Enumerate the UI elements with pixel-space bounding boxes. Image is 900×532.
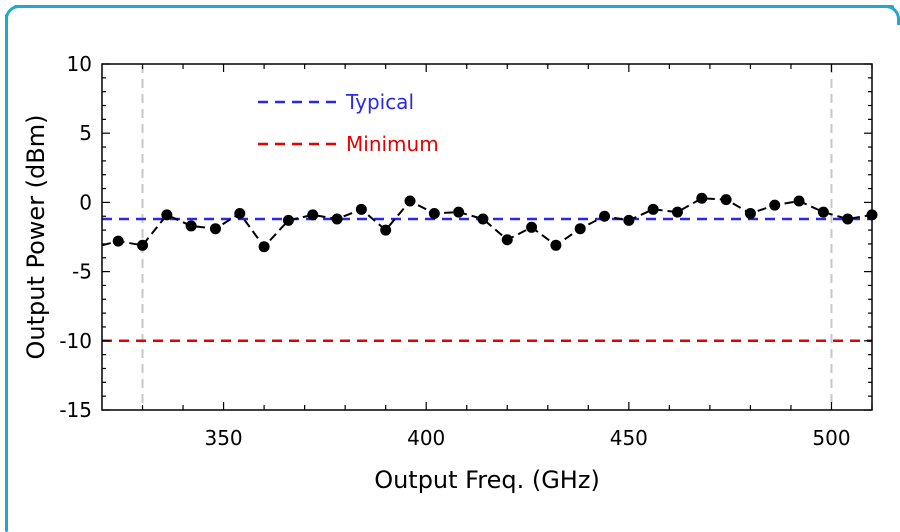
series-line bbox=[101, 197, 873, 249]
data-point-408 bbox=[453, 206, 465, 218]
x-tick-label-450: 450 bbox=[610, 426, 648, 450]
data-point-324 bbox=[112, 235, 124, 247]
data-point-402 bbox=[428, 207, 440, 219]
data-point-384 bbox=[355, 203, 367, 215]
y-tick-label-0: 0 bbox=[79, 190, 92, 214]
data-point-480 bbox=[744, 207, 756, 219]
data-point-456 bbox=[647, 203, 659, 215]
reference-lines bbox=[102, 217, 872, 343]
ticks: 350 400 450 500 -15 -10 -5 0 5 10 bbox=[59, 52, 873, 450]
x-axis-title: Output Freq. (GHz) bbox=[374, 466, 600, 494]
data-point-336 bbox=[161, 209, 173, 221]
data-point-462 bbox=[671, 206, 683, 218]
data-point-486 bbox=[769, 199, 781, 211]
x-tick-label-400: 400 bbox=[407, 426, 445, 450]
legend-label-minimum: Minimum bbox=[346, 132, 439, 156]
plot-area bbox=[101, 63, 873, 411]
data-point-504 bbox=[842, 213, 854, 225]
data-series bbox=[101, 192, 878, 253]
data-point-396 bbox=[404, 195, 416, 207]
y-axis-title: Output Power (dBm) bbox=[22, 115, 50, 360]
data-point-468 bbox=[696, 192, 708, 204]
data-point-414 bbox=[477, 213, 489, 225]
data-point-372 bbox=[307, 209, 319, 221]
data-point-390 bbox=[380, 224, 392, 236]
x-tick-label-500: 500 bbox=[812, 426, 850, 450]
y-tick-label-5: 5 bbox=[79, 121, 92, 145]
data-point-432 bbox=[550, 239, 562, 251]
frame-edge-left bbox=[5, 14, 8, 532]
y-tick-label--5: -5 bbox=[72, 260, 92, 284]
data-point-450 bbox=[623, 214, 635, 226]
data-point-474 bbox=[720, 194, 732, 206]
data-point-444 bbox=[599, 210, 611, 222]
y-tick-label-10: 10 bbox=[67, 52, 92, 76]
data-point-342 bbox=[185, 220, 197, 232]
frame-edge-top bbox=[14, 5, 894, 8]
y-tick-label--15: -15 bbox=[59, 398, 92, 422]
x-tick-label-350: 350 bbox=[204, 426, 242, 450]
data-point-378 bbox=[331, 213, 343, 225]
data-point-420 bbox=[501, 234, 513, 246]
legend-label-typical: Typical bbox=[345, 90, 414, 114]
data-point-360 bbox=[258, 241, 270, 253]
data-point-492 bbox=[793, 195, 805, 207]
data-point-426 bbox=[526, 221, 538, 233]
data-point-438 bbox=[574, 223, 586, 235]
data-point-330 bbox=[137, 239, 149, 251]
data-point-498 bbox=[817, 206, 829, 218]
data-point-348 bbox=[209, 223, 221, 235]
data-point-354 bbox=[234, 207, 246, 219]
y-tick-label--10: -10 bbox=[59, 329, 92, 353]
legend: Typical Minimum bbox=[258, 90, 439, 156]
vertical-markers bbox=[141, 64, 833, 410]
data-point-366 bbox=[282, 214, 294, 226]
